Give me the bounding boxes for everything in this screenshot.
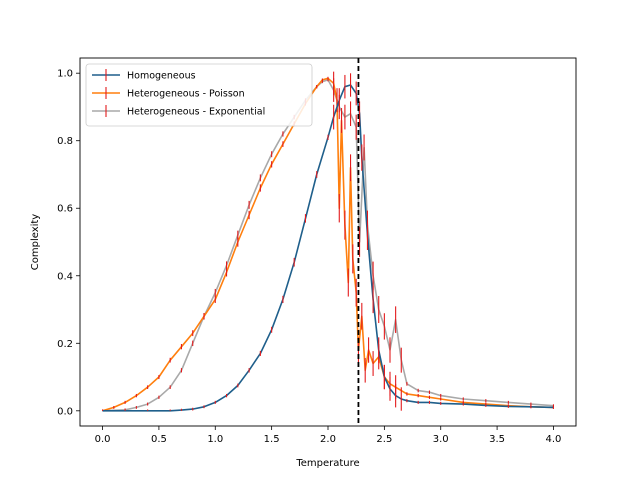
x-tick-label-3: 1.5	[264, 434, 280, 445]
series-0	[101, 73, 555, 412]
legend-label-2: Heterogeneous - Exponential	[127, 107, 265, 118]
x-tick-label-1: 0.5	[151, 434, 167, 445]
y-tick-label-2: 0.4	[57, 271, 73, 282]
series-layer	[101, 71, 555, 412]
y-axis-label: Complexity	[30, 214, 41, 271]
legend-label-0: Homogeneous	[127, 71, 196, 82]
x-tick-label-2: 1.0	[207, 434, 223, 445]
y-tick-label-1: 0.2	[57, 339, 73, 350]
y-tick-label-4: 0.8	[57, 136, 73, 147]
y-tick-label-0: 0.0	[57, 406, 73, 417]
legend: Homogeneous Heterogeneous - Poisson Hetero…	[85, 63, 313, 127]
y-tick-label-5: 1.0	[57, 69, 73, 80]
y-ticks: 0.0 0.2 0.4 0.6 0.8 1.0	[57, 69, 80, 417]
x-tick-label-0: 0.0	[95, 434, 111, 445]
x-tick-label-4: 2.0	[320, 434, 336, 445]
x-tick-label-7: 3.5	[489, 434, 505, 445]
x-tick-label-8: 4.0	[546, 434, 562, 445]
x-tick-label-6: 3.0	[433, 434, 449, 445]
x-tick-label-5: 2.5	[376, 434, 392, 445]
x-ticks: 0.0 0.5 1.0 1.5 2.0 2.5 3.0 3.5 4.0	[95, 426, 562, 445]
x-axis-label: Temperature	[295, 458, 359, 469]
y-tick-label-3: 0.6	[57, 204, 73, 215]
legend-label-1: Heterogeneous - Poisson	[127, 89, 245, 100]
legend-box	[85, 63, 313, 127]
